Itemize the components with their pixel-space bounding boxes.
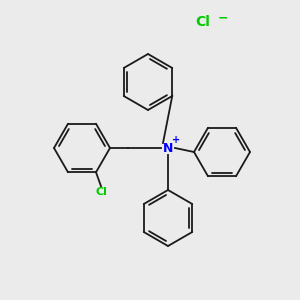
Text: −: − <box>218 11 229 25</box>
Text: Cl: Cl <box>95 187 107 197</box>
Text: Cl: Cl <box>195 15 210 29</box>
Text: +: + <box>172 135 180 145</box>
Text: N: N <box>163 142 173 154</box>
